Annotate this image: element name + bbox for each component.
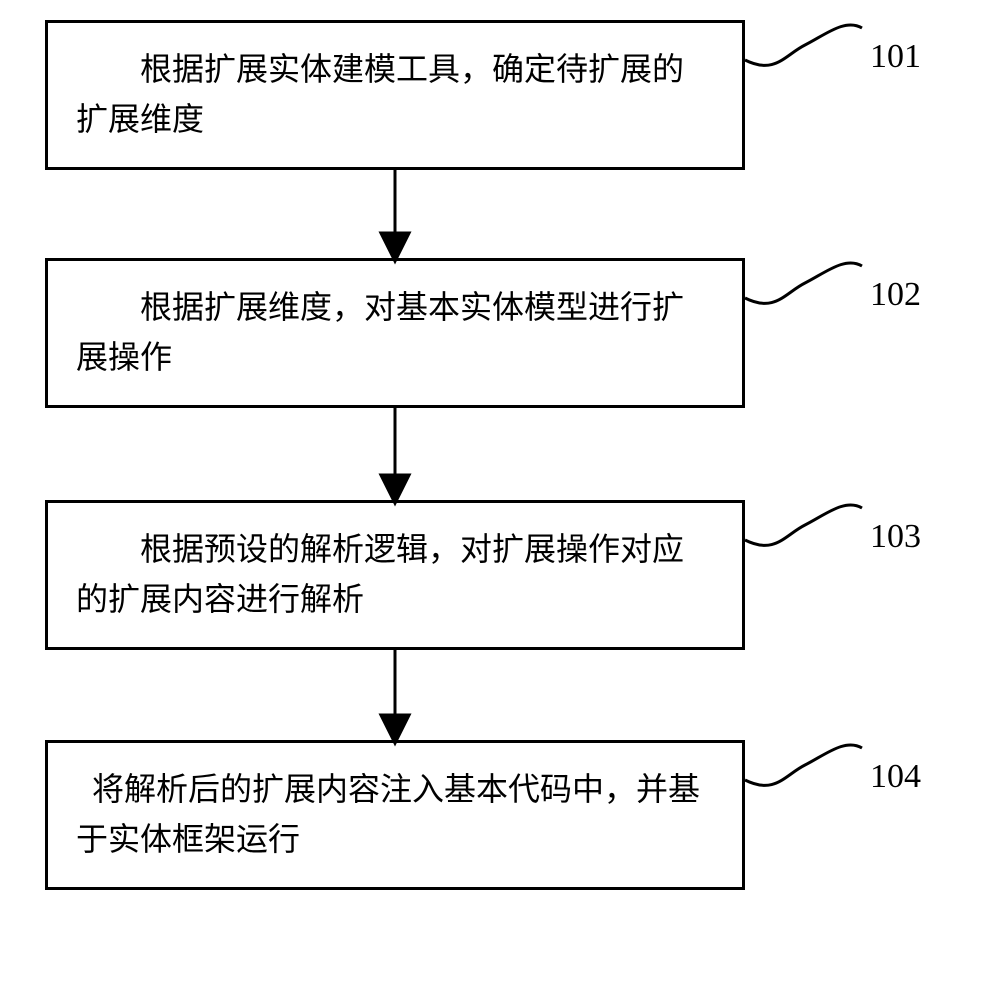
flow-node-4-text: 将解析后的扩展内容注入基本代码中，并基 于实体框架运行 (76, 765, 700, 864)
flow-node-3-label: 103 (870, 518, 921, 556)
flow-node-1-text: 根据扩展实体建模工具，确定待扩展的 扩展维度 (76, 45, 684, 144)
flow-node-4-label: 104 (870, 758, 921, 796)
flow-node-2: 根据扩展维度，对基本实体模型进行扩 展操作 (45, 258, 745, 408)
label-connector-2 (745, 263, 862, 303)
flow-node-3: 根据预设的解析逻辑，对扩展操作对应 的扩展内容进行解析 (45, 500, 745, 650)
label-connector-1 (745, 25, 862, 65)
flowchart-canvas: 根据扩展实体建模工具，确定待扩展的 扩展维度 101 根据扩展维度，对基本实体模… (0, 0, 1000, 983)
flow-node-2-text: 根据扩展维度，对基本实体模型进行扩 展操作 (76, 283, 684, 382)
flow-node-1: 根据扩展实体建模工具，确定待扩展的 扩展维度 (45, 20, 745, 170)
flow-node-2-label: 102 (870, 276, 921, 314)
label-connector-4 (745, 745, 862, 785)
flow-node-1-label: 101 (870, 38, 921, 76)
flow-node-4: 将解析后的扩展内容注入基本代码中，并基 于实体框架运行 (45, 740, 745, 890)
label-connector-3 (745, 505, 862, 545)
flow-node-3-text: 根据预设的解析逻辑，对扩展操作对应 的扩展内容进行解析 (76, 525, 684, 624)
